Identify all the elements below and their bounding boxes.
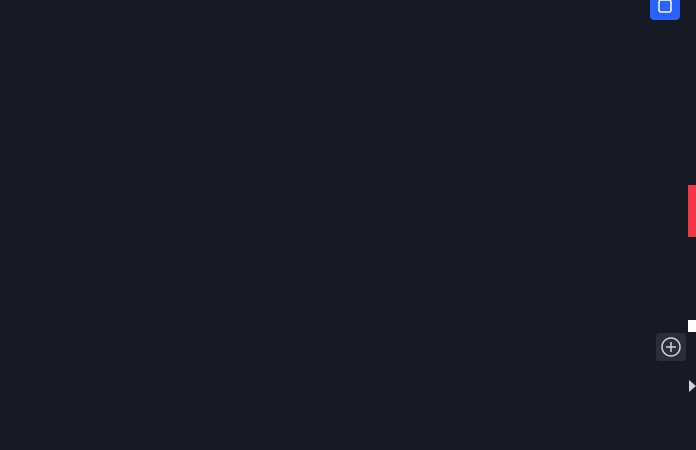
scale-marker (688, 320, 696, 332)
add-button[interactable] (661, 337, 681, 357)
button-icon (658, 0, 672, 13)
scroll-arrow[interactable] (689, 380, 696, 392)
price-scale-marker (688, 185, 696, 237)
toolbar-button[interactable] (650, 0, 680, 20)
